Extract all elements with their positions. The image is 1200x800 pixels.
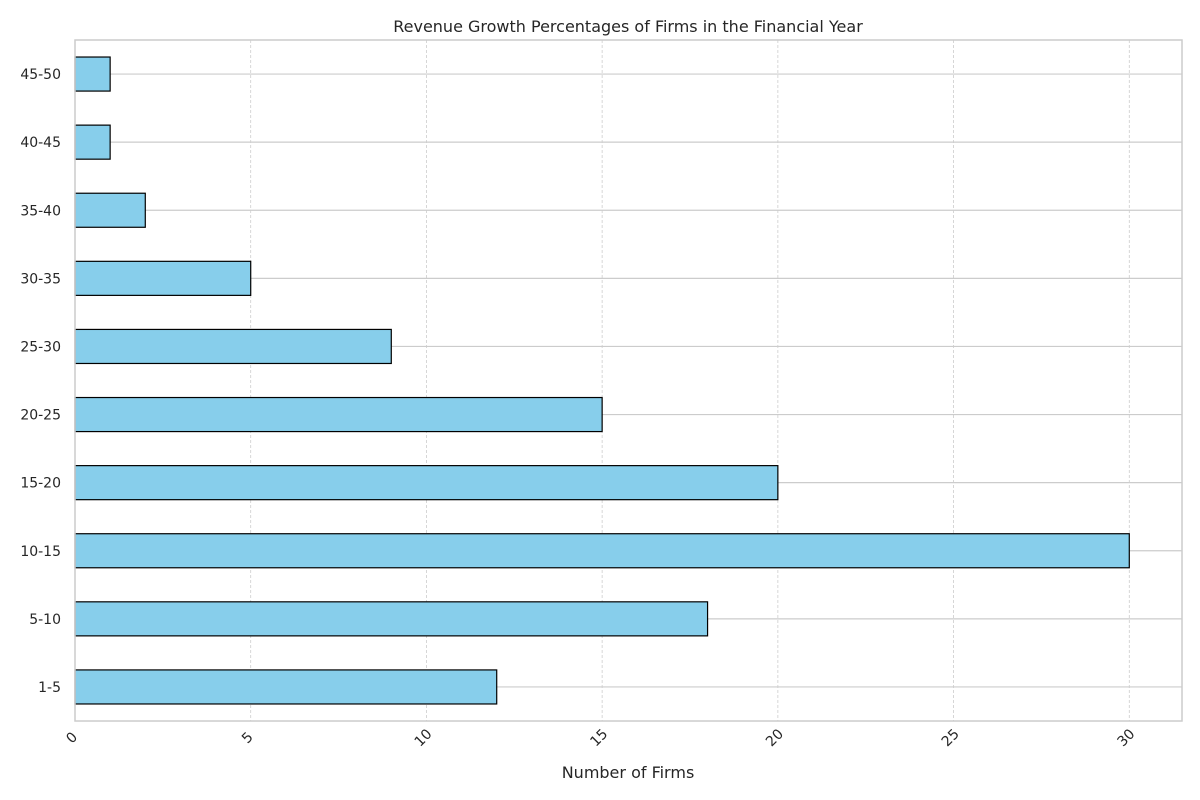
x-tick-label: 0 — [63, 729, 81, 747]
axis-spines — [74, 39, 1183, 722]
x-tick-label: 20 — [763, 726, 787, 750]
bars — [74, 56, 1130, 705]
y-tick-label: 40-45 — [20, 135, 61, 151]
y-tick-label: 25-30 — [20, 339, 61, 355]
bar-15-20 — [74, 465, 779, 501]
y-tick-labels: 1-5 5-10 10-15 15-20 20-25 25-30 30-35 35-40 40-… — [20, 67, 61, 696]
bar-20-25 — [74, 396, 603, 433]
x-tick-label: 15 — [587, 726, 611, 750]
y-tick-label: 45-50 — [20, 67, 61, 83]
x-tick-label: 30 — [1114, 726, 1138, 750]
bar-5-10 — [74, 601, 709, 637]
x-tick-label: 10 — [412, 726, 436, 750]
x-axis-label: Number of Firms — [562, 763, 695, 782]
y-tick-label: 15-20 — [20, 476, 61, 492]
bar-35-40 — [74, 192, 146, 228]
y-tick-label: 10-15 — [20, 544, 61, 560]
y-tick-label: 20-25 — [20, 408, 61, 424]
bar-1-5 — [74, 669, 498, 705]
y-tick-label: 5-10 — [29, 612, 61, 628]
bar-25-30 — [74, 328, 392, 365]
x-tick-labels: 0 5 10 15 20 25 30 — [63, 726, 1138, 750]
bar-30-35 — [74, 260, 252, 296]
chart-title: Revenue Growth Percentages of Firms in t… — [393, 17, 863, 36]
bar-45-50 — [74, 56, 111, 92]
bar-10-15 — [74, 533, 1130, 569]
x-tick-label: 25 — [939, 726, 963, 750]
plot-frame — [74, 39, 1183, 722]
y-tick-label: 30-35 — [20, 271, 61, 287]
y-tick-label: 1-5 — [38, 680, 61, 696]
y-tick-label: 35-40 — [20, 203, 61, 219]
bar-40-45 — [74, 124, 111, 160]
x-tick-label: 5 — [239, 729, 257, 747]
